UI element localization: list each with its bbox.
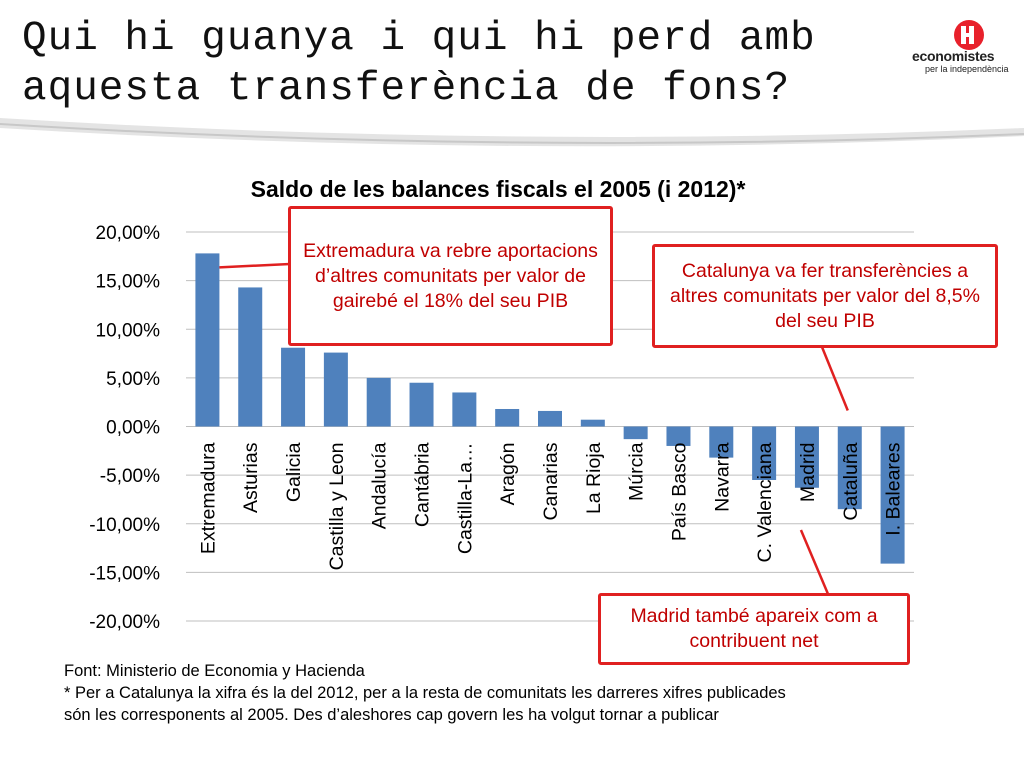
bar bbox=[880, 426, 905, 564]
x-tick-label: La Rioja bbox=[583, 442, 605, 514]
y-tick-label: -10,00% bbox=[89, 515, 160, 536]
bar bbox=[837, 426, 862, 510]
callout-extremadura: Extremadura va rebre aportacions d’altre… bbox=[288, 206, 613, 346]
bars bbox=[195, 253, 905, 564]
logo-subtitle: per la independència bbox=[925, 64, 1009, 74]
logo: economistes per la independència bbox=[912, 18, 1017, 80]
bar bbox=[366, 377, 391, 427]
x-tick-label: Galicia bbox=[283, 442, 305, 502]
y-tick-label: 15,00% bbox=[96, 272, 161, 293]
y-tick-label: -5,00% bbox=[100, 466, 160, 487]
x-tick-label: Castilla y Leon bbox=[326, 443, 348, 571]
x-tick-label: Extremadura bbox=[197, 442, 219, 554]
bar bbox=[580, 419, 605, 427]
y-tick-label: 20,00% bbox=[96, 223, 161, 244]
x-tick-label: Madrid bbox=[797, 443, 819, 503]
leader-line bbox=[820, 346, 849, 411]
bar bbox=[495, 408, 520, 427]
x-tick-label: Andalucía bbox=[369, 442, 391, 529]
source-line-2: * Per a Catalunya la xifra és la del 201… bbox=[64, 684, 786, 702]
bar bbox=[794, 426, 819, 488]
x-tick-label: Canarias bbox=[540, 442, 562, 520]
x-tick-label: País Basco bbox=[668, 442, 690, 541]
title-separator bbox=[0, 118, 1024, 147]
y-tick-label: 5,00% bbox=[106, 369, 160, 390]
y-tick-label: 0,00% bbox=[106, 418, 160, 439]
x-tick-label: Castilla-La… bbox=[454, 443, 476, 555]
source-note: Font: Ministerio de Economia y Hacienda … bbox=[64, 660, 786, 726]
logo-name: economistes bbox=[912, 48, 995, 64]
x-tick-label: I. Baleares bbox=[883, 442, 905, 535]
callout-catalunya: Catalunya va fer transferències a altres… bbox=[652, 244, 998, 348]
y-tick-label: 10,00% bbox=[96, 320, 161, 341]
slide-title-line-1: Qui hi guanya i qui hi perd amb bbox=[22, 16, 816, 62]
x-tick-label: Cantábria bbox=[412, 442, 434, 527]
y-tick-label: -20,00% bbox=[89, 612, 160, 633]
bar bbox=[538, 410, 562, 427]
bar bbox=[195, 253, 220, 427]
x-tick-label: Múrcia bbox=[626, 442, 648, 501]
bar bbox=[409, 382, 434, 427]
leader-line bbox=[219, 262, 291, 269]
y-tick-label: -15,00% bbox=[89, 563, 160, 584]
bar bbox=[281, 347, 306, 427]
bar bbox=[623, 426, 648, 440]
leader-line bbox=[799, 529, 830, 595]
source-line-3: són les corresponents al 2005. Des d’ale… bbox=[64, 706, 719, 724]
economistes-logo-icon bbox=[954, 20, 984, 50]
y-axis-ticks: 20,00% 15,00% 10,00% 5,00% 0,00% -5,00% -10,00… bbox=[89, 223, 160, 633]
bar bbox=[752, 426, 777, 480]
bar bbox=[709, 426, 734, 458]
callout-leaders bbox=[219, 262, 849, 595]
bar bbox=[323, 352, 348, 427]
x-tick-label: Cataluña bbox=[840, 442, 862, 520]
bar bbox=[238, 287, 263, 427]
source-line-1: Font: Ministerio de Economia y Hacienda bbox=[64, 662, 365, 680]
x-tick-label: C. Valenciana bbox=[754, 442, 776, 562]
x-tick-label: Aragón bbox=[497, 443, 519, 506]
callout-madrid: Madrid també apareix com a contribuent n… bbox=[598, 593, 910, 665]
chart-title: Saldo de les balances fiscals el 2005 (i… bbox=[251, 176, 746, 202]
x-tick-label: Asturias bbox=[240, 442, 262, 513]
x-tick-label: Navarra bbox=[711, 442, 733, 512]
slide-title: Qui hi guanya i qui hi perd amb aquesta … bbox=[22, 14, 902, 114]
bar bbox=[452, 392, 477, 427]
slide-title-line-2: aquesta transferència de fons? bbox=[22, 66, 791, 112]
bar bbox=[666, 426, 691, 446]
x-axis-labels: Extremadura Asturias Galicia Castilla y Leo… bbox=[197, 442, 904, 570]
